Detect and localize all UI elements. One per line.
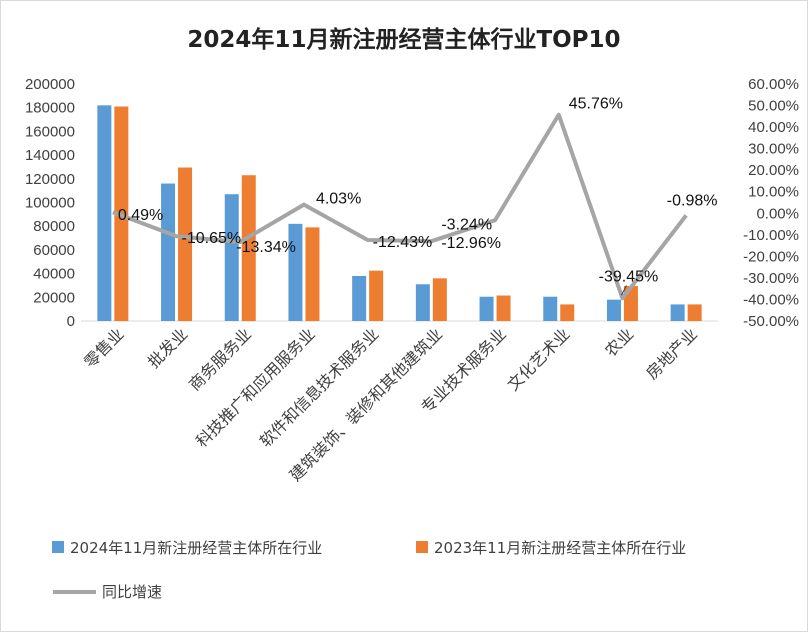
category-label: 农业 xyxy=(601,324,637,360)
growth-data-label: 45.76% xyxy=(569,96,623,113)
growth-data-label: -13.34% xyxy=(236,239,296,256)
bar-2023 xyxy=(178,167,193,321)
right-axis-ticks: -50.00% -40.00% -30.00% -20.00% -10.00% 0.00%… xyxy=(743,76,799,330)
legend-label-2023: 2023年11月新注册经营主体所在行业 xyxy=(434,539,686,557)
bar-2024 xyxy=(543,296,558,321)
right-axis-tick: -50.00% xyxy=(743,313,799,330)
growth-line-series xyxy=(112,112,688,301)
left-axis-tick: 180000 xyxy=(25,100,75,117)
left-axis-tick: 20000 xyxy=(33,289,75,306)
right-axis-tick: -20.00% xyxy=(743,248,799,265)
right-axis-tick: 0.00% xyxy=(756,205,799,222)
legend-swatch-2023 xyxy=(416,541,428,553)
bar-2024 xyxy=(288,223,303,321)
bar-2024 xyxy=(479,296,494,321)
bar-2024 xyxy=(161,183,176,321)
bar-2023 xyxy=(369,270,384,321)
left-axis-tick: 80000 xyxy=(33,218,75,235)
bar-2024 xyxy=(224,194,239,321)
bar-2024 xyxy=(415,284,430,321)
chart-title: 2024年11月新注册经营主体行业TOP10 xyxy=(187,26,620,53)
right-axis-tick: 60.00% xyxy=(748,76,799,93)
left-axis-tick: 140000 xyxy=(25,147,75,164)
left-axis-tick: 120000 xyxy=(25,171,75,188)
growth-data-label: -12.96% xyxy=(441,235,501,252)
category-label: 科技推广和应用服务业 xyxy=(192,324,319,451)
bar-2023 xyxy=(496,295,511,321)
growth-data-label: -3.24% xyxy=(441,216,492,233)
legend-swatch-2024 xyxy=(52,541,64,553)
category-label: 批发业 xyxy=(144,324,191,371)
category-label: 零售业 xyxy=(80,324,127,371)
bar-2023 xyxy=(687,304,702,321)
right-axis-tick: 40.00% xyxy=(748,119,799,136)
bar-2024 xyxy=(97,105,112,321)
bar-2024 xyxy=(670,304,685,321)
right-axis-tick: 30.00% xyxy=(748,141,799,158)
bar-2023 xyxy=(305,227,320,321)
left-axis-tick: 200000 xyxy=(25,76,75,93)
bar-2023 xyxy=(432,278,447,321)
category-label: 文化艺术业 xyxy=(504,324,574,394)
category-labels: 零售业 批发业商务服务业科技推广和应用服务业软件和信息技术服务业建筑装饰、装修和其… xyxy=(80,324,701,485)
growth-data-label: 0.49% xyxy=(118,207,163,224)
category-label: 房地产业 xyxy=(642,324,701,383)
bar-2024 xyxy=(606,299,621,321)
growth-line xyxy=(112,112,688,301)
right-axis-tick: 20.00% xyxy=(748,162,799,179)
right-axis-tick: 50.00% xyxy=(748,98,799,115)
growth-data-label: -12.43% xyxy=(373,234,433,251)
growth-data-label: -39.45% xyxy=(599,268,659,285)
bar-2023 xyxy=(560,304,575,321)
left-axis-tick: 0 xyxy=(67,313,75,330)
label-leader-line xyxy=(621,285,627,296)
growth-data-label: -0.98% xyxy=(667,192,718,209)
left-axis-ticks: 0 20000 40000 60000 80000 100000 120000 140000 1… xyxy=(25,76,75,330)
growth-data-labels: 0.49% -10.65%-13.34% 4.03% -12.43% -12.96% -3… xyxy=(118,96,718,296)
bar-series xyxy=(97,105,702,321)
left-axis-tick: 60000 xyxy=(33,242,75,259)
left-axis-tick: 40000 xyxy=(33,266,75,283)
bar-2024 xyxy=(352,275,367,321)
growth-data-label: -10.65% xyxy=(182,230,242,247)
legend-label-growth: 同比增速 xyxy=(102,583,162,601)
growth-data-label: 4.03% xyxy=(316,191,361,208)
bar-2023 xyxy=(241,175,256,321)
right-axis-tick: -30.00% xyxy=(743,270,799,287)
left-axis-tick: 160000 xyxy=(25,123,75,140)
legend: 2024年11月新注册经营主体所在行业 2023年11月新注册经营主体所在行业 … xyxy=(52,539,686,601)
right-axis-tick: -10.00% xyxy=(743,227,799,244)
left-axis-tick: 100000 xyxy=(25,195,75,212)
legend-label-2024: 2024年11月新注册经营主体所在行业 xyxy=(70,539,322,557)
right-axis-tick: -40.00% xyxy=(743,291,799,308)
category-label: 软件和信息技术服务业 xyxy=(256,324,383,451)
right-axis-tick: 10.00% xyxy=(748,184,799,201)
